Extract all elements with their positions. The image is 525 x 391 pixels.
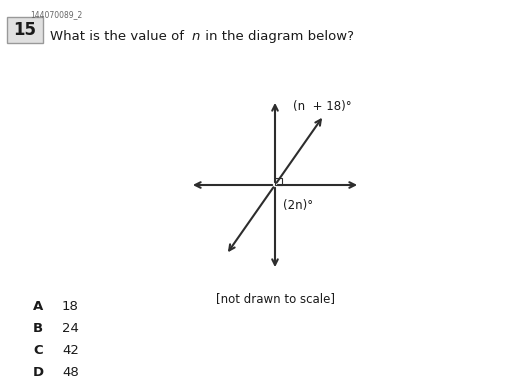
Text: 18: 18 (62, 300, 79, 313)
Text: 48: 48 (62, 366, 79, 379)
Text: 42: 42 (62, 344, 79, 357)
FancyBboxPatch shape (7, 17, 43, 43)
Bar (275, 178, 282, 185)
Text: 24: 24 (62, 322, 79, 335)
Text: (2n)°: (2n)° (283, 199, 313, 212)
Text: D: D (33, 366, 44, 379)
Text: B: B (33, 322, 43, 335)
Text: in the diagram below?: in the diagram below? (201, 30, 354, 43)
Text: 144070089_2: 144070089_2 (30, 10, 82, 19)
Text: (n  + 18)°: (n + 18)° (293, 100, 352, 113)
Text: n: n (192, 30, 201, 43)
Text: A: A (33, 300, 43, 313)
Text: C: C (33, 344, 43, 357)
Text: [not drawn to scale]: [not drawn to scale] (215, 292, 334, 305)
Text: What is the value of: What is the value of (50, 30, 188, 43)
Text: 15: 15 (14, 21, 37, 39)
